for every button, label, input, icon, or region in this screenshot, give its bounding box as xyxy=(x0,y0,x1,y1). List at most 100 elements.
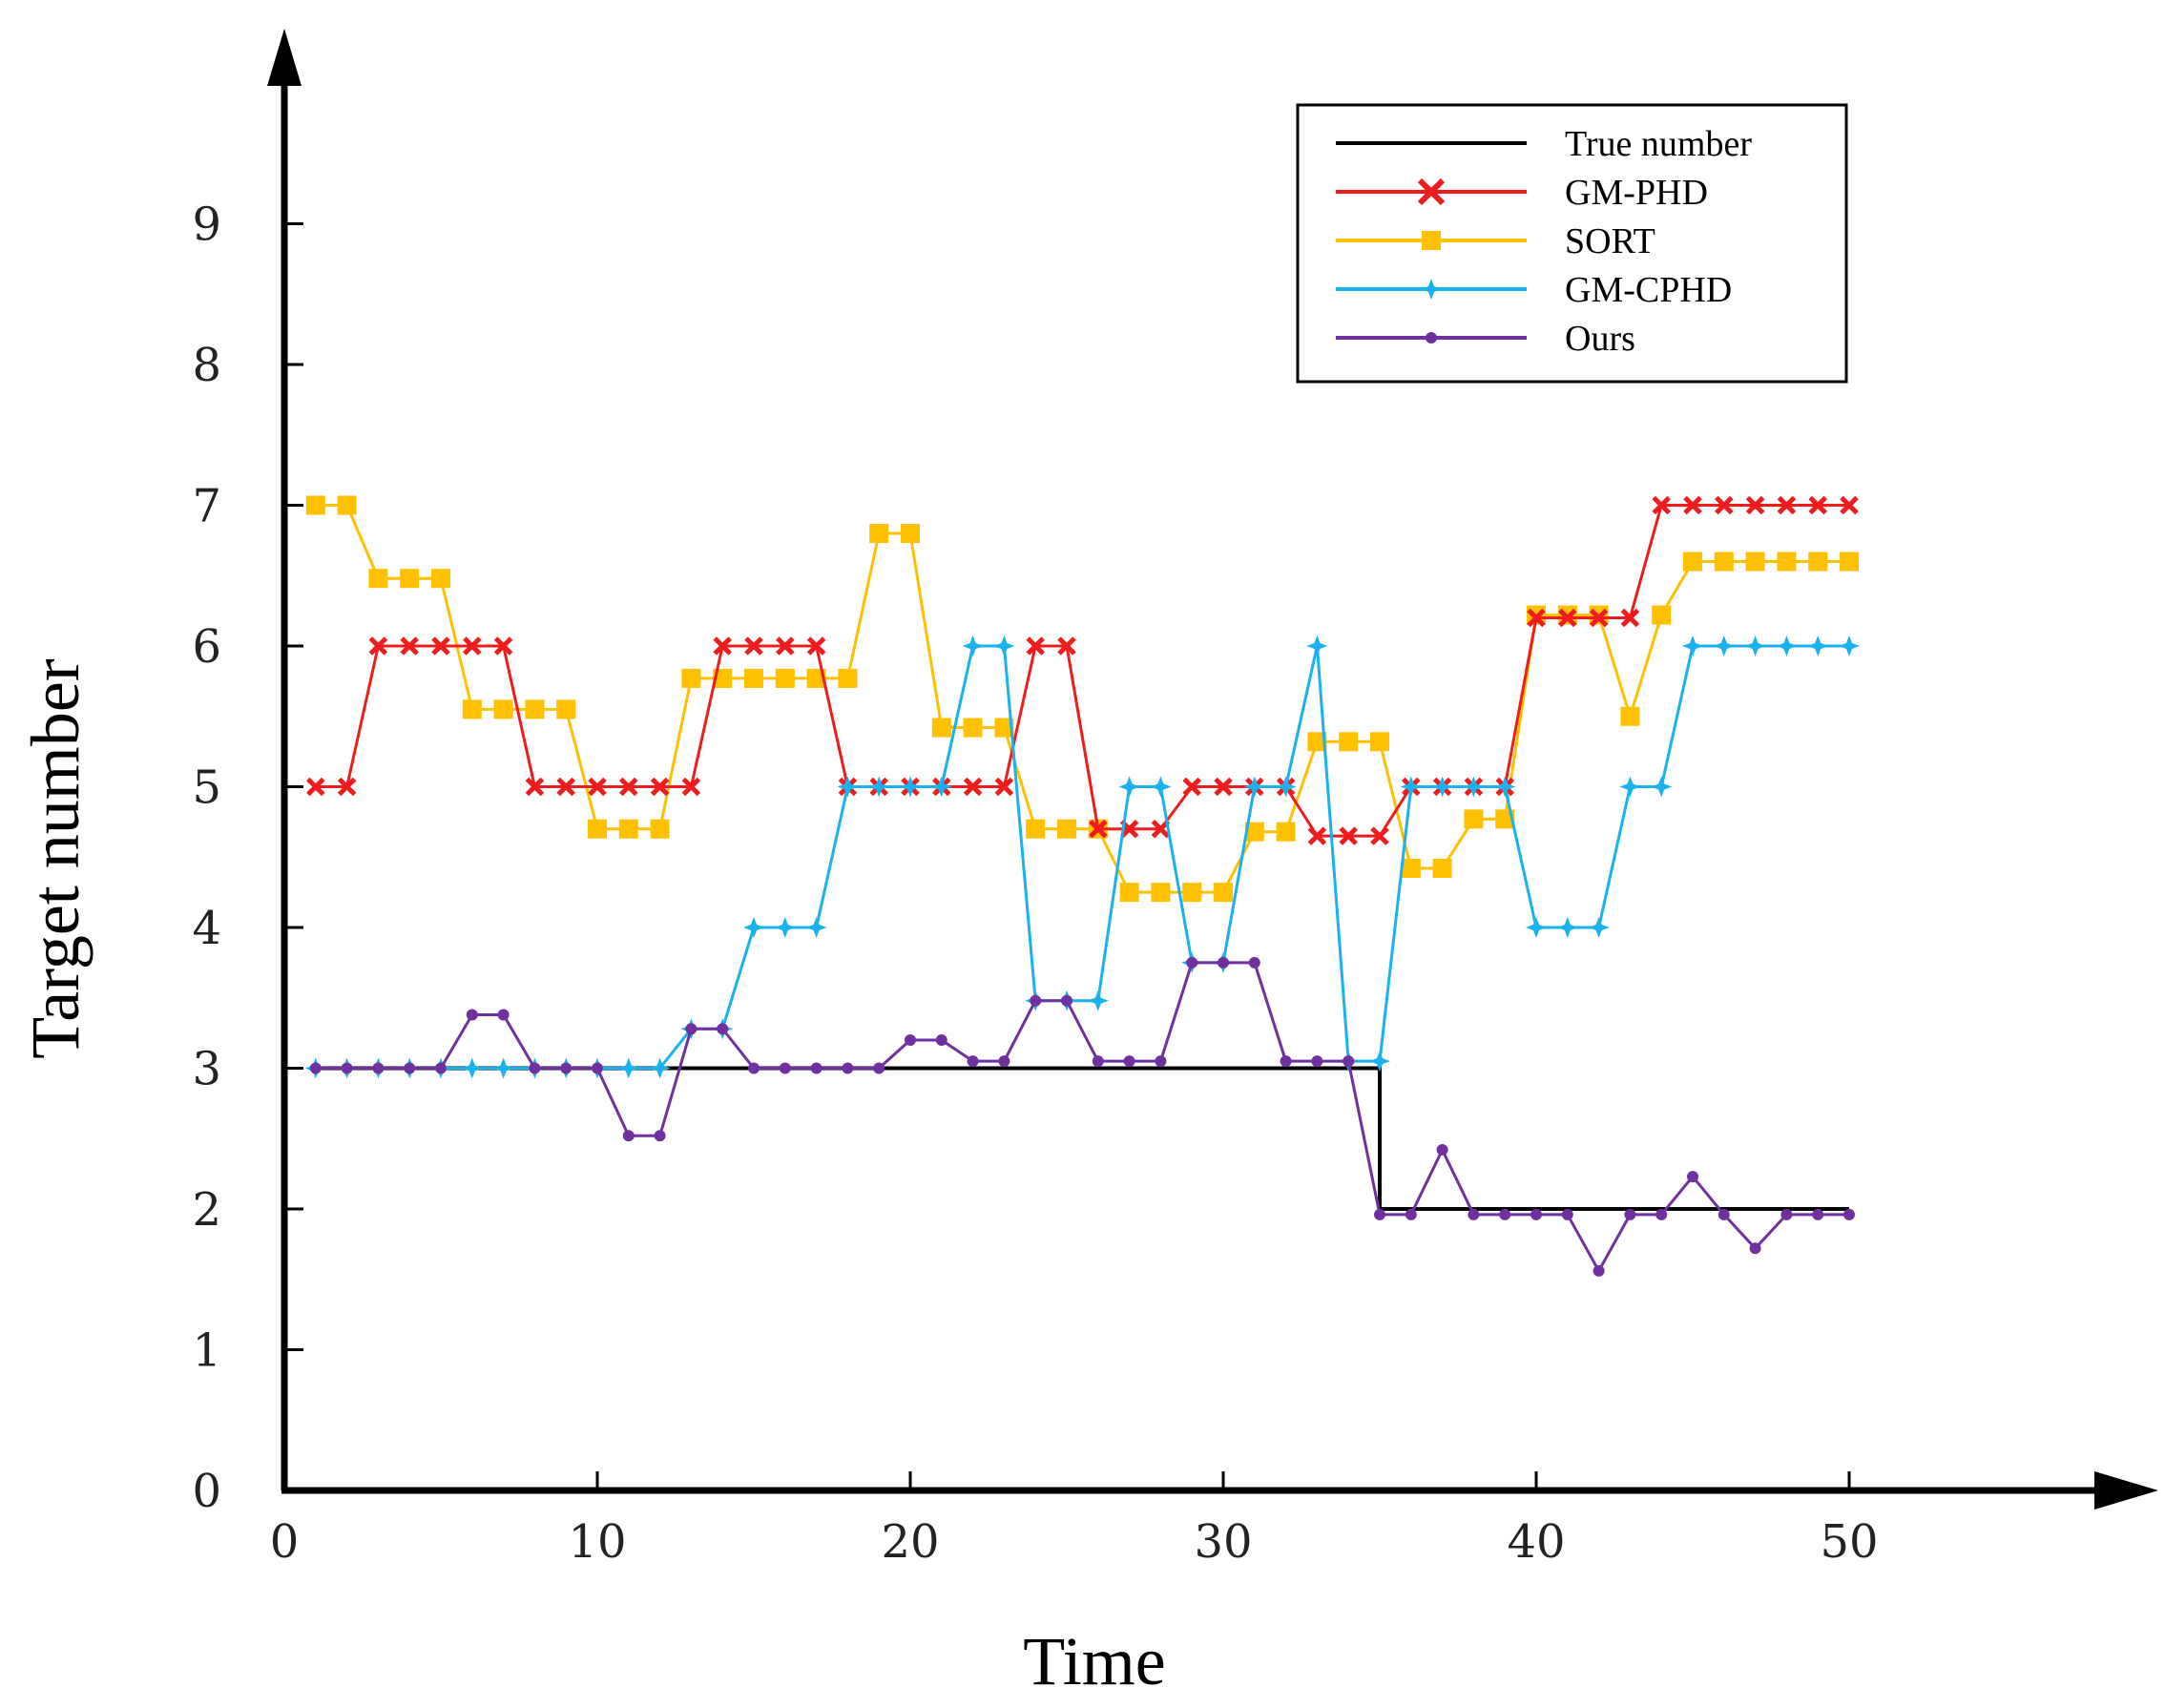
data-point-gm-cphd xyxy=(1682,635,1703,656)
data-point-gm-cphd xyxy=(743,917,764,938)
data-point-gm-phd xyxy=(619,777,638,797)
data-point-ours xyxy=(466,1009,478,1021)
data-point-gm-cphd xyxy=(1744,635,1766,656)
data-point-gm-phd xyxy=(963,777,983,797)
data-point-gm-cphd xyxy=(1619,776,1641,798)
data-point-sort xyxy=(744,668,763,688)
data-point-sort xyxy=(901,524,920,543)
data-point-sort xyxy=(994,718,1014,738)
data-point-ours xyxy=(1123,1055,1135,1068)
series-line-true-number xyxy=(315,1066,1849,1211)
y-axis-label: Target number xyxy=(17,658,94,1059)
data-point-gm-cphd xyxy=(1087,989,1109,1011)
legend-item-true-number: True number xyxy=(1336,124,1752,164)
data-point-ours xyxy=(1248,956,1260,969)
data-point-ours xyxy=(1624,1208,1636,1220)
data-point-sort xyxy=(1026,819,1046,839)
x-axis-label: Time xyxy=(1023,1623,1165,1699)
data-point-gm-phd xyxy=(994,777,1014,797)
data-point-ours xyxy=(1436,1144,1448,1156)
data-point-gm-phd xyxy=(431,636,450,656)
data-point-ours xyxy=(1812,1208,1824,1220)
data-point-gm-cphd xyxy=(1839,635,1860,656)
data-point-gm-cphd xyxy=(1463,776,1485,798)
data-point-gm-phd xyxy=(1339,826,1358,845)
data-point-gm-cphd xyxy=(993,635,1015,656)
data-point-sort xyxy=(556,699,576,719)
legend-marker xyxy=(1426,332,1437,344)
data-point-sort xyxy=(1432,859,1452,879)
data-point-sort xyxy=(1683,552,1702,572)
data-point-gm-phd xyxy=(588,777,607,797)
legend-item-gm-cphd: GM-CPHD xyxy=(1336,270,1732,310)
data-point-gm-cphd xyxy=(805,917,827,938)
axes xyxy=(267,29,2158,1510)
data-point-ours xyxy=(935,1034,947,1046)
series-layer xyxy=(304,495,1860,1277)
series-line-ours xyxy=(315,961,1849,1274)
data-point-ours xyxy=(717,1023,729,1035)
legend-entries: True number GM-PHD SORT GM-CPHD Ours xyxy=(1336,124,1752,359)
data-point-gm-cphd xyxy=(649,1057,671,1079)
data-point-gm-phd xyxy=(1840,495,1859,515)
legend-box xyxy=(1296,103,1848,384)
data-point-sort xyxy=(1182,883,1202,903)
legend-label: GM-PHD xyxy=(1565,173,1708,213)
data-point-ours xyxy=(1343,1055,1355,1068)
data-point-ours xyxy=(1499,1208,1511,1220)
data-point-ours xyxy=(1687,1171,1698,1183)
data-point-ours xyxy=(560,1062,572,1074)
data-point-ours xyxy=(435,1062,447,1074)
data-point-sort xyxy=(650,819,670,839)
y-tick-label: 2 xyxy=(192,1183,221,1237)
data-point-gm-phd xyxy=(1558,608,1577,628)
data-point-gm-phd xyxy=(1182,777,1201,797)
legend: True number GM-PHD SORT GM-CPHD Ours xyxy=(1296,103,1848,384)
data-point-sort xyxy=(775,668,795,688)
data-point-gm-phd xyxy=(1683,495,1702,515)
legend-label: True number xyxy=(1565,124,1752,164)
data-point-sort xyxy=(1620,706,1640,726)
data-point-gm-phd xyxy=(306,777,325,797)
data-point-sort xyxy=(400,569,420,589)
data-point-gm-cphd xyxy=(837,776,859,798)
data-point-gm-phd xyxy=(1620,608,1640,628)
data-point-gm-cphd xyxy=(1494,776,1516,798)
data-point-sort xyxy=(869,524,889,543)
data-point-ours xyxy=(404,1062,416,1074)
data-point-gm-cphd xyxy=(1526,917,1547,938)
data-point-ours xyxy=(1280,1055,1292,1068)
data-point-ours xyxy=(1186,956,1198,969)
legend-item-ours: Ours xyxy=(1336,319,1635,359)
series-true-number xyxy=(315,1066,1849,1211)
data-point-ours xyxy=(1655,1208,1668,1220)
data-point-ours xyxy=(842,1062,854,1074)
y-tick-label: 5 xyxy=(192,761,221,815)
data-point-sort xyxy=(431,569,450,589)
y-axis-arrow xyxy=(267,29,302,86)
data-point-gm-cphd xyxy=(1651,776,1673,798)
data-point-ours xyxy=(779,1062,791,1074)
x-tick-label: 20 xyxy=(881,1515,939,1569)
data-point-gm-phd xyxy=(368,636,388,656)
data-point-ours xyxy=(654,1130,666,1142)
data-point-gm-phd xyxy=(400,636,419,656)
data-point-gm-cphd xyxy=(1713,635,1735,656)
x-tick-label: 0 xyxy=(270,1515,300,1569)
data-point-gm-phd xyxy=(806,636,826,656)
legend-label: Ours xyxy=(1565,319,1635,359)
data-point-ours xyxy=(1530,1208,1542,1220)
series-ours xyxy=(309,956,1855,1277)
data-point-ours xyxy=(810,1062,822,1074)
data-point-sort xyxy=(963,718,983,738)
data-point-gm-cphd xyxy=(1275,776,1297,798)
legend-marker xyxy=(1422,231,1441,250)
data-point-ours xyxy=(1061,994,1072,1007)
data-point-sort xyxy=(462,699,482,719)
data-point-ours xyxy=(1780,1208,1793,1220)
data-point-sort xyxy=(368,569,388,589)
data-point-gm-phd xyxy=(556,777,575,797)
data-point-gm-cphd xyxy=(900,776,921,798)
data-point-ours xyxy=(1843,1208,1855,1220)
